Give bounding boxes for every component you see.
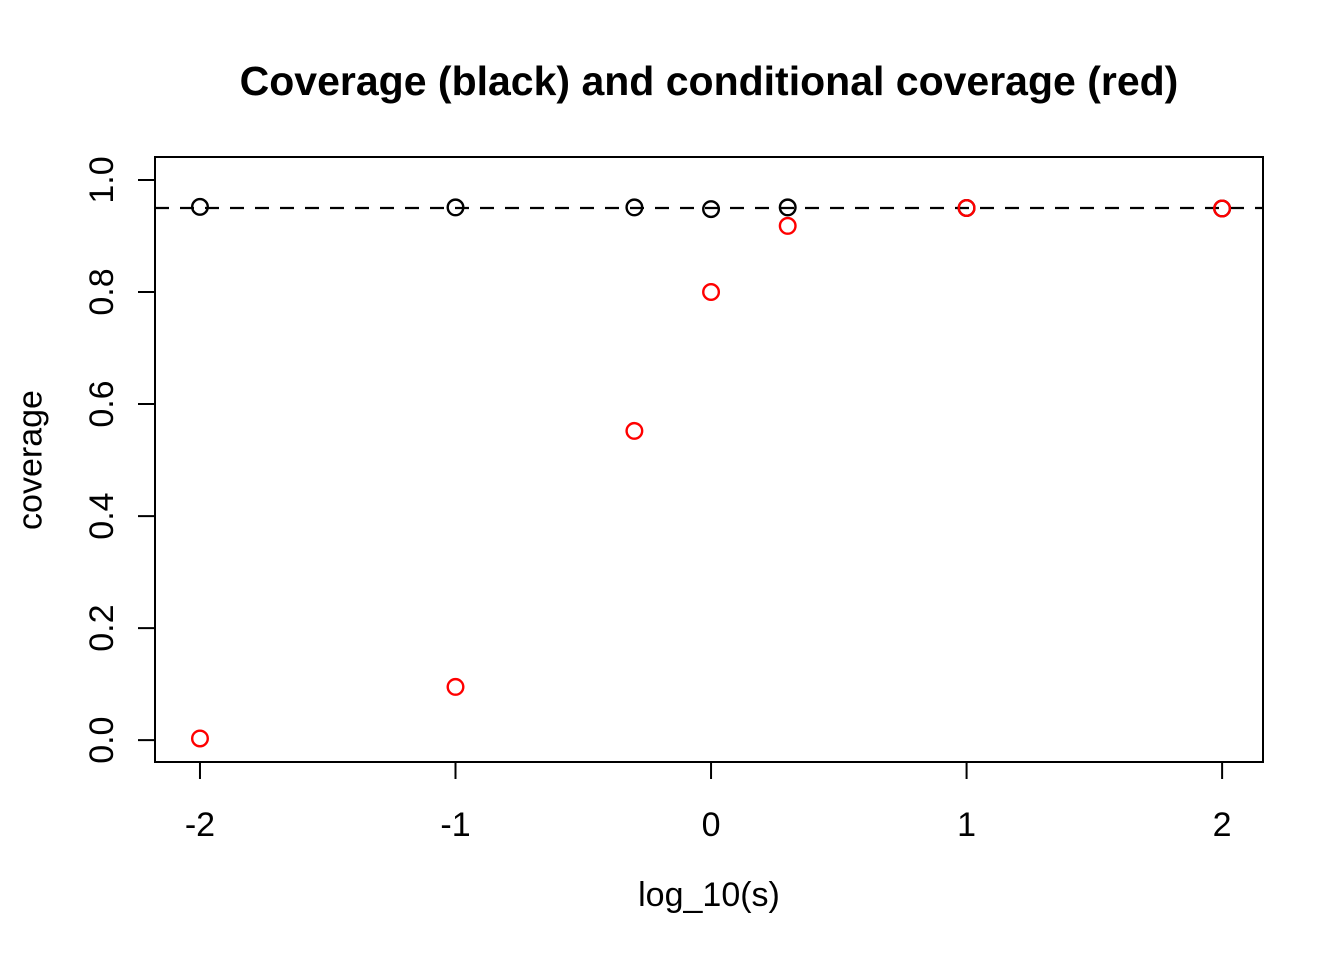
- chart-title: Coverage (black) and conditional coverag…: [239, 58, 1179, 104]
- data-point-conditional-coverage: [625, 421, 644, 440]
- x-tick-label: -1: [440, 806, 470, 844]
- x-tick-label: 0: [702, 806, 721, 844]
- x-tick-label: 2: [1213, 806, 1232, 844]
- plot-border: [154, 156, 1264, 763]
- x-tick-label: -2: [185, 806, 215, 844]
- x-axis-label: log_10(s): [638, 876, 780, 914]
- data-point-conditional-coverage: [446, 677, 465, 696]
- data-point-coverage: [625, 198, 644, 217]
- data-point-conditional-coverage: [957, 198, 976, 217]
- data-point-coverage: [702, 200, 721, 219]
- y-tick-label: 0.8: [83, 268, 121, 315]
- data-point-conditional-coverage: [778, 216, 797, 235]
- data-point-conditional-coverage: [1213, 199, 1232, 218]
- x-tick-label: 1: [957, 806, 976, 844]
- data-point-coverage: [190, 197, 209, 216]
- y-tick-label: 1.0: [83, 156, 121, 203]
- data-point-conditional-coverage: [702, 283, 721, 302]
- data-point-coverage: [446, 198, 465, 217]
- y-tick-label: 0.6: [83, 380, 121, 427]
- y-tick-label: 0.0: [83, 717, 121, 764]
- y-tick-label: 0.2: [83, 604, 121, 651]
- data-point-coverage: [778, 198, 797, 217]
- y-axis-label: coverage: [11, 390, 50, 530]
- data-point-conditional-coverage: [190, 729, 209, 748]
- y-tick-label: 0.4: [83, 492, 121, 539]
